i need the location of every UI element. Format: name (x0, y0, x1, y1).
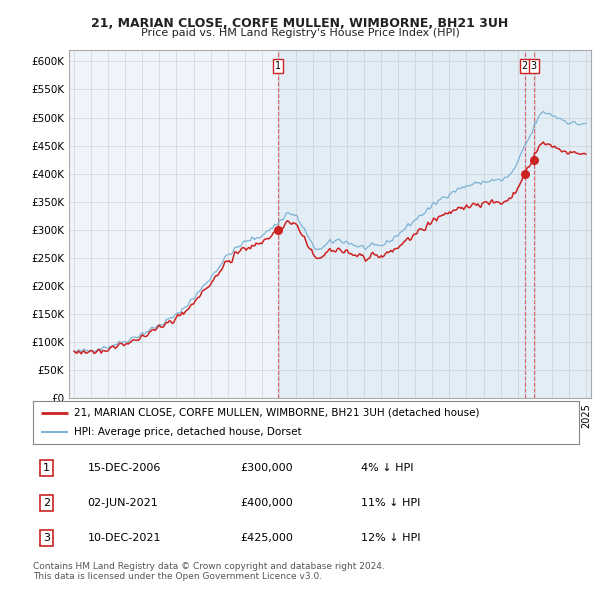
Bar (278, 50, 525, 398)
Text: 3: 3 (43, 533, 50, 543)
Text: 21, MARIAN CLOSE, CORFE MULLEN, WIMBORNE, BH21 3UH: 21, MARIAN CLOSE, CORFE MULLEN, WIMBORNE… (91, 17, 509, 30)
Text: 4% ↓ HPI: 4% ↓ HPI (361, 463, 413, 473)
Text: 2: 2 (43, 498, 50, 508)
Text: 2: 2 (521, 61, 528, 71)
Text: 15-DEC-2006: 15-DEC-2006 (88, 463, 161, 473)
Text: 3: 3 (530, 61, 537, 71)
Text: £300,000: £300,000 (241, 463, 293, 473)
Text: 12% ↓ HPI: 12% ↓ HPI (361, 533, 420, 543)
Text: 1: 1 (43, 463, 50, 473)
Text: 21, MARIAN CLOSE, CORFE MULLEN, WIMBORNE, BH21 3UH (detached house): 21, MARIAN CLOSE, CORFE MULLEN, WIMBORNE… (74, 408, 479, 418)
Text: Price paid vs. HM Land Registry's House Price Index (HPI): Price paid vs. HM Land Registry's House … (140, 28, 460, 38)
Text: 10-DEC-2021: 10-DEC-2021 (88, 533, 161, 543)
Text: 1: 1 (275, 61, 281, 71)
Text: £425,000: £425,000 (241, 533, 293, 543)
Text: £400,000: £400,000 (241, 498, 293, 508)
Text: Contains HM Land Registry data © Crown copyright and database right 2024.
This d: Contains HM Land Registry data © Crown c… (33, 562, 385, 581)
Text: 02-JUN-2021: 02-JUN-2021 (88, 498, 158, 508)
Bar (525, 50, 591, 398)
Text: HPI: Average price, detached house, Dorset: HPI: Average price, detached house, Dors… (74, 427, 302, 437)
Text: 11% ↓ HPI: 11% ↓ HPI (361, 498, 420, 508)
